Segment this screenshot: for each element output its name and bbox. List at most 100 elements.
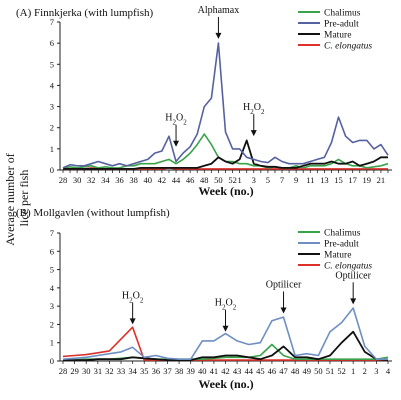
- x-tick-label: 32: [87, 175, 96, 185]
- x-tick-label: 1: [351, 366, 355, 376]
- x-tick-label: 40: [198, 366, 207, 376]
- series-line-mature: [63, 139, 388, 170]
- y-axis-label: Average number of lice per fish: [3, 150, 31, 245]
- legend-label: Chalimus: [324, 9, 361, 19]
- annotation-arrow-head: [350, 298, 357, 305]
- annotation-label: H2O2: [215, 298, 237, 312]
- y-tick-label: 4: [50, 80, 55, 90]
- x-tick-label: 28: [59, 366, 68, 376]
- x-axis-label: Week (no.): [198, 377, 253, 391]
- y-tick-label: 2: [50, 123, 54, 133]
- y-tick-label: 4: [50, 283, 55, 293]
- series-line-chalimus: [63, 343, 389, 361]
- y-tick-label: 0: [50, 165, 54, 175]
- annotation-label: H2O2: [243, 102, 265, 116]
- x-tick-label: 48: [291, 366, 300, 376]
- legend-label: Pre-adult: [324, 240, 359, 250]
- annotation-arrow-head: [129, 318, 136, 325]
- x-tick-label: 51: [326, 366, 335, 376]
- x-tick-label: 11: [306, 175, 314, 185]
- y-tick-label: 7: [50, 228, 54, 238]
- x-tick-label: 39: [186, 366, 195, 376]
- annotation-arrow-head: [222, 325, 229, 332]
- legend-label: C. elongatus: [324, 42, 372, 52]
- x-tick-label: 3: [252, 175, 256, 185]
- y-tick-label: 6: [50, 38, 54, 48]
- x-tick-label: 19: [363, 175, 372, 185]
- x-tick-label: 50: [214, 175, 223, 185]
- x-tick-label: 36: [152, 366, 161, 376]
- y-tick-label: 5: [50, 59, 54, 69]
- x-tick-label: 32: [105, 366, 114, 376]
- x-tick-label: 31: [94, 366, 103, 376]
- x-tick-label: 17: [348, 175, 357, 185]
- x-tick-label: 15: [334, 175, 343, 185]
- x-tick-label: 38: [175, 366, 184, 376]
- x-tick-label: 35: [140, 366, 149, 376]
- y-tick-label: 2: [50, 319, 54, 329]
- x-tick-label: 43: [233, 366, 242, 376]
- y-tick-label: 1: [50, 338, 54, 348]
- x-tick-label: 4: [386, 366, 391, 376]
- panel-title: (A) Finnkjerka (with lumpfish): [16, 7, 154, 19]
- x-tick-label: 7: [280, 175, 284, 185]
- x-tick-label: 46: [268, 366, 277, 376]
- annotation-label: Optilicer: [266, 279, 302, 290]
- series-line-mature: [63, 330, 389, 362]
- series-line-c-elongatus: [62, 326, 388, 361]
- panel-title: (B) Mollgavlen (without lumpfish): [16, 207, 170, 219]
- x-tick-label: 47: [279, 366, 288, 376]
- panel-b: (B) Mollgavlen (without lumpfish) 0 1 2 3 45 6…: [16, 207, 392, 391]
- x-tick-label: 1: [238, 175, 242, 185]
- x-tick-label: 42: [221, 366, 230, 376]
- y-tick-label: 7: [50, 17, 54, 27]
- annotation-arrow-head: [280, 307, 287, 314]
- x-tick-label: 45: [256, 366, 265, 376]
- y-tick-label: 0: [50, 356, 54, 366]
- x-tick-label: 33: [117, 366, 126, 376]
- x-tick-label: 9: [294, 175, 298, 185]
- x-tick-label: 44: [172, 175, 181, 185]
- y-axis-label-line-2: lice per fish: [17, 170, 31, 227]
- x-axis-label: Week (no.): [198, 184, 253, 198]
- x-tick-label: 29: [70, 366, 79, 376]
- x-tick-label: 28: [59, 175, 68, 185]
- legend-label: C. elongatus: [324, 262, 372, 272]
- annotation-arrow-head: [173, 140, 180, 147]
- x-tick-label: 5: [266, 175, 270, 185]
- x-tick-label: 3: [374, 366, 378, 376]
- annotation-arrow-head: [215, 32, 222, 39]
- annotation-label: H2O2: [122, 290, 144, 304]
- x-tick-label: 41: [210, 366, 219, 376]
- x-tick-label: 21: [377, 175, 386, 185]
- y-tick-label: 3: [50, 102, 54, 112]
- x-tick-label: 30: [73, 175, 82, 185]
- y-tick-label: 1: [50, 144, 54, 154]
- x-tick-label: 34: [101, 175, 110, 185]
- annotation-arrow-head: [250, 130, 257, 137]
- x-tick-label: 40: [144, 175, 153, 185]
- panel-a: (A) Finnkjerka (with lumpfish)0123456728…: [16, 5, 392, 198]
- x-tick-label: 49: [303, 366, 312, 376]
- x-tick-label: 44: [244, 366, 253, 376]
- legend-label: Chalimus: [324, 229, 361, 239]
- x-tick-label: 50: [314, 366, 323, 376]
- x-tick-label: 34: [128, 366, 137, 376]
- annotation-label: Optilicer: [335, 270, 371, 281]
- x-tick-label: 46: [186, 175, 195, 185]
- y-tick-label: 6: [50, 246, 54, 256]
- x-tick-label: 37: [163, 366, 172, 376]
- x-tick-label: 38: [129, 175, 138, 185]
- legend-label: Mature: [324, 31, 351, 41]
- x-tick-label: 30: [82, 366, 91, 376]
- annotation-label: H2O2: [165, 113, 187, 127]
- y-tick-label: 3: [50, 301, 54, 311]
- x-tick-label: 48: [200, 175, 209, 185]
- series-line-pre-adult: [62, 307, 388, 361]
- series-line-pre-adult: [62, 42, 389, 169]
- x-tick-label: 36: [115, 175, 124, 185]
- annotation-label: Alphamax: [198, 5, 240, 16]
- legend-label: Pre-adult: [324, 20, 359, 30]
- x-tick-label: 13: [320, 175, 329, 185]
